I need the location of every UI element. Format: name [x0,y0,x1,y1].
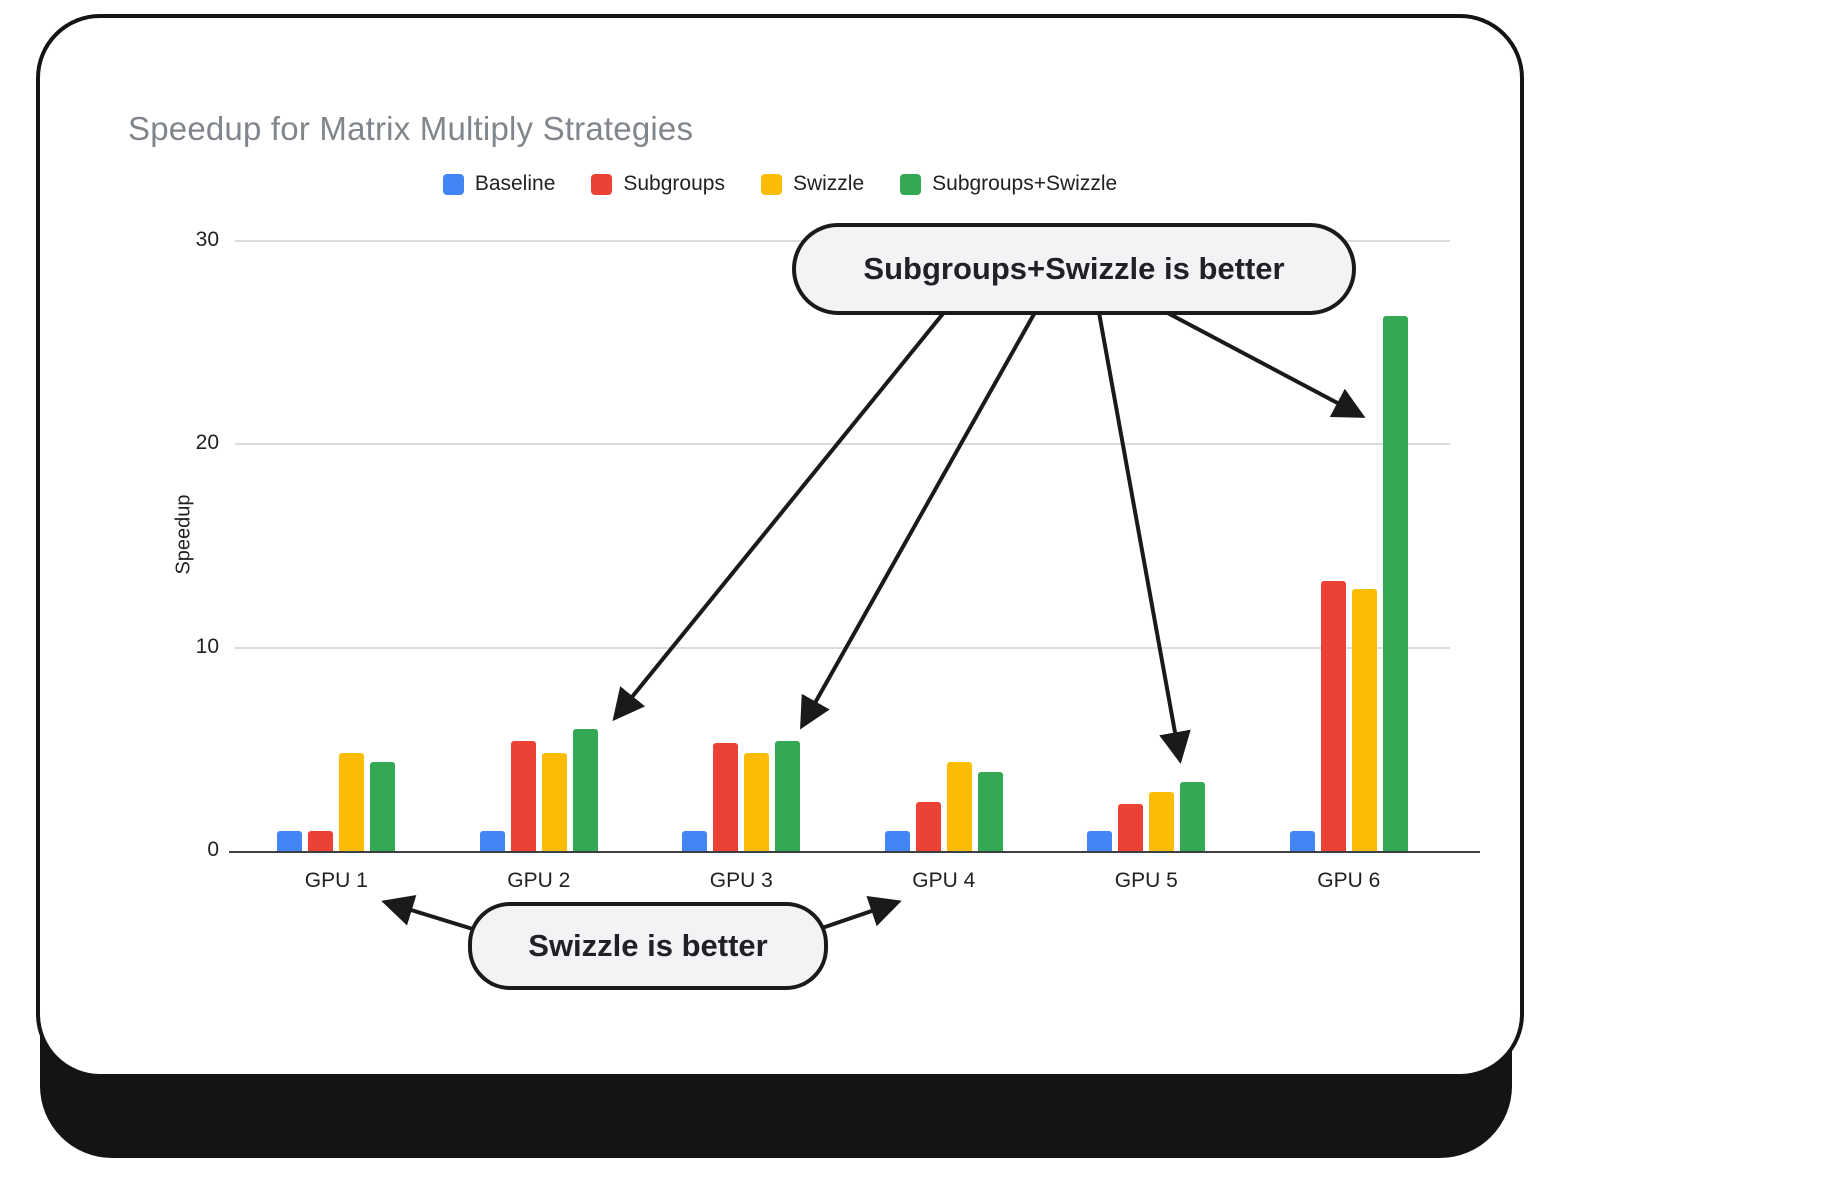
legend-label: Subgroups+Swizzle [932,172,1118,195]
arrow-to-gpu1-group [381,894,477,932]
y-axis-title: Speedup [172,494,195,575]
bar-subgroups-swizzle-gpu-1 [370,761,396,851]
callout-subgroups-swizzle-better: Subgroups+Swizzle is better [792,223,1356,315]
legend-item-baseline: Baseline [442,172,556,196]
y-gridline-10 [235,646,1450,649]
legend: Baseline Subgroups Swizzle Subgroups+Swizzl… [40,172,1520,196]
legend-item-subgroups: Subgroups [591,172,725,196]
plot-area: 0 10 20 30 GPU 1 GPU 2 GPU 3 GPU 4 GPU 5 GPU 6 [196,228,1480,892]
y-tick-label-10: 10 [195,634,219,658]
bar-subgroups-gpu-4 [915,802,941,851]
y-tick-label-30: 30 [195,228,219,251]
bar-subgroups-swizzle-gpu-3 [775,741,801,851]
bar-subgroups-swizzle-gpu-5 [1180,781,1206,851]
bar-baseline-gpu-4 [884,830,910,851]
bar-subgroups-gpu-6 [1320,580,1346,851]
chart-title: Speedup for Matrix Multiply Strategies [128,110,694,147]
bar-subgroups-gpu-1 [308,830,334,851]
y-gridline-20 [235,443,1450,446]
bar-swizzle-gpu-1 [339,753,365,851]
bar-subgroups-gpu-3 [713,743,739,851]
bar-subgroups-swizzle-gpu-6 [1382,316,1408,851]
legend-item-subgroups-swizzle: Subgroups+Swizzle [900,172,1117,196]
legend-label: Baseline [474,172,556,195]
legend-swatch-icon [900,173,922,195]
bar-swizzle-gpu-4 [946,761,972,851]
legend-label: Subgroups [623,172,725,195]
x-axis-label-gpu-5: GPU 5 [1114,869,1178,892]
bar-baseline-gpu-1 [277,830,303,851]
bar-subgroups-swizzle-gpu-2 [572,729,598,851]
callout-swizzle-better: Swizzle is better [468,902,828,990]
x-axis-label-gpu-6: GPU 6 [1317,869,1381,892]
bar-baseline-gpu-2 [479,830,505,851]
bar-subgroups-gpu-5 [1118,804,1144,851]
arrow-to-gpu4-group [821,895,902,930]
legend-swatch-icon [442,173,464,195]
legend-label: Swizzle [792,172,865,195]
bar-subgroups-swizzle-gpu-4 [977,771,1003,851]
bar-baseline-gpu-5 [1087,830,1113,851]
x-axis-label-gpu-4: GPU 4 [912,869,976,892]
legend-item-swizzle: Swizzle [760,172,865,196]
bar-swizzle-gpu-2 [541,753,567,851]
x-axis-line [229,851,1480,853]
y-tick-label-0: 0 [207,838,219,861]
legend-swatch-icon [591,173,613,195]
legend-swatch-icon [760,173,782,195]
bar-baseline-gpu-3 [682,830,708,851]
x-axis-label-gpu-1: GPU 1 [304,869,368,892]
bar-swizzle-gpu-6 [1351,588,1377,851]
x-axis-label-gpu-3: GPU 3 [709,869,773,892]
x-axis-label-gpu-2: GPU 2 [507,869,571,892]
bar-baseline-gpu-6 [1289,830,1315,851]
bar-subgroups-gpu-2 [510,741,536,851]
bar-swizzle-gpu-5 [1149,792,1175,851]
chart-card: Speedup for Matrix Multiply Strategies B… [36,14,1524,1078]
bar-swizzle-gpu-3 [744,753,770,851]
y-tick-label-20: 20 [195,431,219,455]
